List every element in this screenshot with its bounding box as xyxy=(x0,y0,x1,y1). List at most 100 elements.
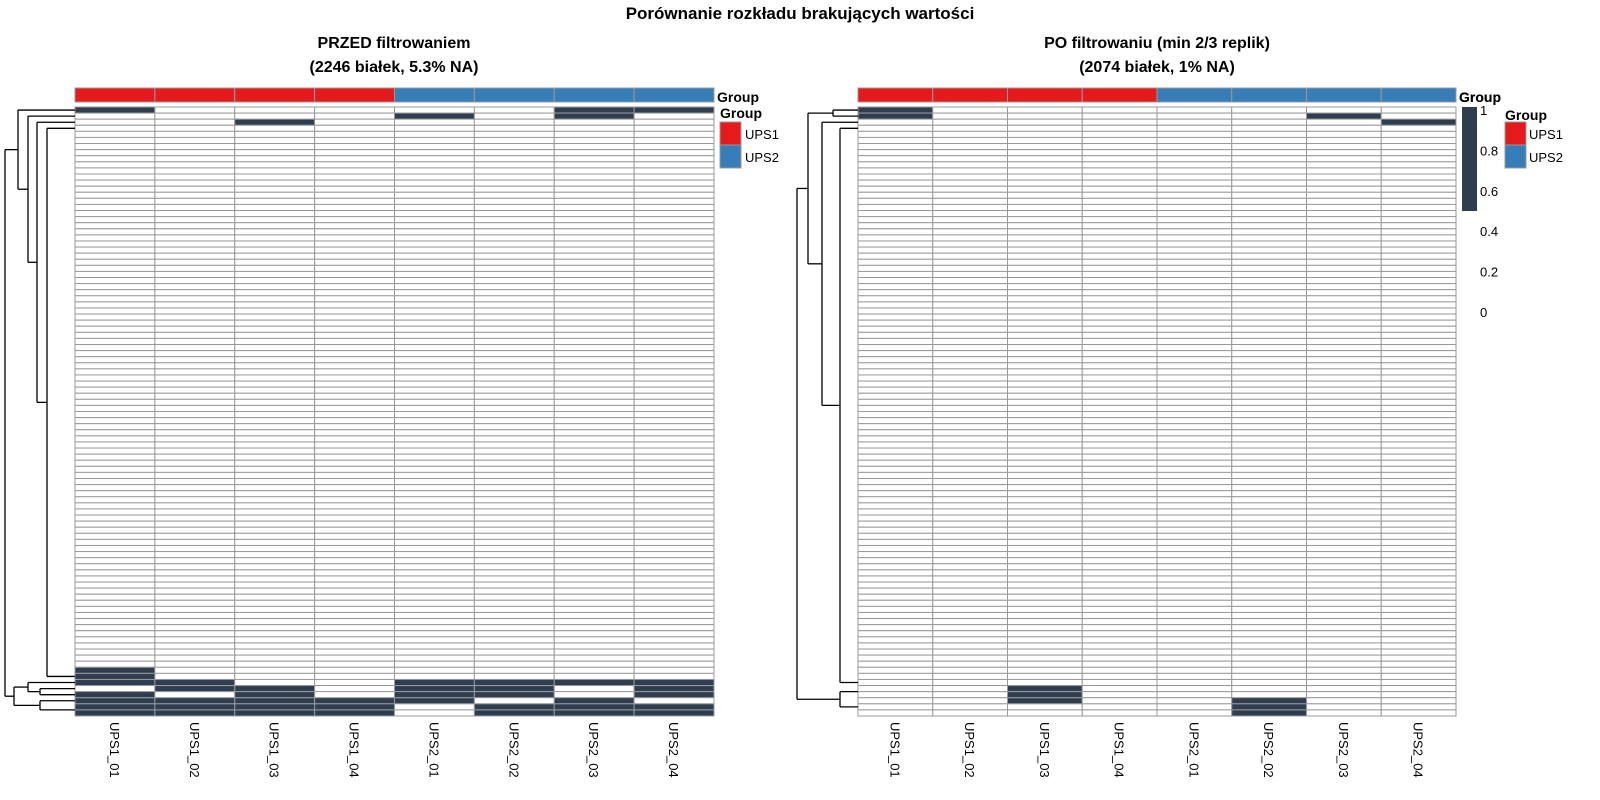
heatmap-cell-present xyxy=(932,447,1008,455)
heatmap-cell-present xyxy=(553,551,635,559)
heatmap-cell-present xyxy=(74,270,156,279)
heatmap-cell-present xyxy=(1231,508,1307,516)
heatmap-cell-present xyxy=(857,319,934,327)
heatmap-cell-present xyxy=(1156,362,1233,370)
heatmap-cell-present xyxy=(154,502,236,510)
heatmap-cell-present xyxy=(857,666,934,674)
heatmap-cell-present xyxy=(1380,368,1457,376)
heatmap-cell-present xyxy=(234,210,316,218)
heatmap-cell-present xyxy=(1231,398,1307,406)
heatmap-cell-present xyxy=(1231,551,1307,559)
heatmap-cell-present xyxy=(633,380,715,388)
heatmap-cell-present xyxy=(1081,459,1158,467)
heatmap-cell-present xyxy=(154,301,236,309)
heatmap-cell-present xyxy=(1231,143,1307,151)
heatmap-cell-present xyxy=(1380,593,1457,601)
heatmap-cell-present xyxy=(633,563,715,571)
heatmap-cell-present xyxy=(1306,587,1382,595)
heatmap-cell-present xyxy=(633,441,715,449)
heatmap-cell-present xyxy=(932,544,1008,553)
heatmap-cell-present xyxy=(932,368,1008,376)
heatmap-cell-present xyxy=(1007,453,1083,461)
heatmap-cell-present xyxy=(1081,234,1158,242)
heatmap-cell-present xyxy=(1081,319,1158,327)
heatmap-cell-present xyxy=(1007,191,1083,199)
heatmap-cell-present xyxy=(633,344,715,352)
heatmap-cell-present xyxy=(1380,666,1457,674)
heatmap-cell-present xyxy=(1231,216,1307,224)
heatmap-cell-present xyxy=(394,234,475,242)
heatmap-cell-present xyxy=(74,557,156,565)
heatmap-cell-present xyxy=(553,423,635,431)
heatmap-cell-present xyxy=(932,118,1008,126)
heatmap-cell-present xyxy=(932,459,1008,467)
left-group-annotation-cell xyxy=(234,87,316,103)
heatmap-cell-present xyxy=(857,325,934,333)
heatmap-cell-present xyxy=(394,130,475,138)
heatmap-cell-missing xyxy=(633,709,715,717)
heatmap-cell-present xyxy=(1306,642,1382,650)
heatmap-cell-present xyxy=(394,161,475,169)
heatmap-cell-present xyxy=(154,453,236,461)
heatmap-cell-present xyxy=(473,185,555,193)
heatmap-cell-present xyxy=(1231,277,1307,285)
heatmap-cell-present xyxy=(932,520,1008,528)
heatmap-cell-present xyxy=(154,344,236,352)
heatmap-cell-present xyxy=(1306,161,1382,169)
heatmap-cell-present xyxy=(1081,398,1158,406)
heatmap-cell-present xyxy=(314,277,395,285)
heatmap-cell-present xyxy=(314,575,395,583)
column-label: UPS2_03 xyxy=(1336,722,1351,778)
heatmap-cell-present xyxy=(473,581,555,589)
heatmap-cell-present xyxy=(394,337,475,346)
heatmap-cell-present xyxy=(1156,191,1233,199)
heatmap-cell-present xyxy=(1380,356,1457,364)
heatmap-cell-present xyxy=(473,502,555,510)
heatmap-cell-present xyxy=(553,691,635,699)
heatmap-cell-present xyxy=(314,179,395,187)
heatmap-cell-present xyxy=(1231,283,1307,291)
heatmap-cell-present xyxy=(633,210,715,218)
heatmap-cell-present xyxy=(1156,441,1233,449)
heatmap-cell-present xyxy=(234,136,316,145)
heatmap-cell-present xyxy=(932,264,1008,272)
heatmap-cell-present xyxy=(553,459,635,467)
heatmap-cell-present xyxy=(154,368,236,376)
heatmap-cell-present xyxy=(1231,636,1307,644)
heatmap-cell-present xyxy=(154,313,236,321)
heatmap-cell-present xyxy=(154,307,236,315)
heatmap-cell-present xyxy=(1231,368,1307,376)
heatmap-cell-present xyxy=(314,551,395,559)
heatmap-cell-present xyxy=(633,331,715,339)
heatmap-cell-present xyxy=(553,599,635,607)
heatmap-cell-present xyxy=(1007,654,1083,662)
heatmap-cell-present xyxy=(1231,374,1307,382)
heatmap-cell-present xyxy=(234,216,316,224)
heatmap-cell-present xyxy=(553,203,635,212)
heatmap-cell-present xyxy=(314,441,395,449)
heatmap-cell-present xyxy=(314,130,395,138)
heatmap-cell-present xyxy=(154,210,236,218)
heatmap-cell-present xyxy=(932,514,1008,522)
heatmap-cell-present xyxy=(1156,258,1233,266)
heatmap-cell-present xyxy=(1231,544,1307,553)
heatmap-cell-present xyxy=(553,380,635,388)
heatmap-cell-present xyxy=(74,325,156,333)
heatmap-cell-present xyxy=(633,203,715,212)
heatmap-cell-present xyxy=(473,496,555,504)
heatmap-cell-present xyxy=(1081,453,1158,461)
heatmap-cell-present xyxy=(473,386,555,394)
heatmap-cell-present xyxy=(74,453,156,461)
heatmap-cell-missing xyxy=(553,112,635,120)
heatmap-cell-present xyxy=(473,526,555,534)
heatmap-cell-present xyxy=(314,392,395,400)
heatmap-cell-present xyxy=(314,319,395,327)
heatmap-cell-present xyxy=(1081,283,1158,291)
heatmap-cell-present xyxy=(1081,185,1158,193)
heatmap-cell-present xyxy=(553,538,635,546)
heatmap-cell-present xyxy=(932,222,1008,230)
heatmap-cell-present xyxy=(1306,368,1382,376)
heatmap-cell-present xyxy=(314,538,395,546)
heatmap-cell-present xyxy=(394,471,475,479)
heatmap-cell-present xyxy=(932,356,1008,364)
